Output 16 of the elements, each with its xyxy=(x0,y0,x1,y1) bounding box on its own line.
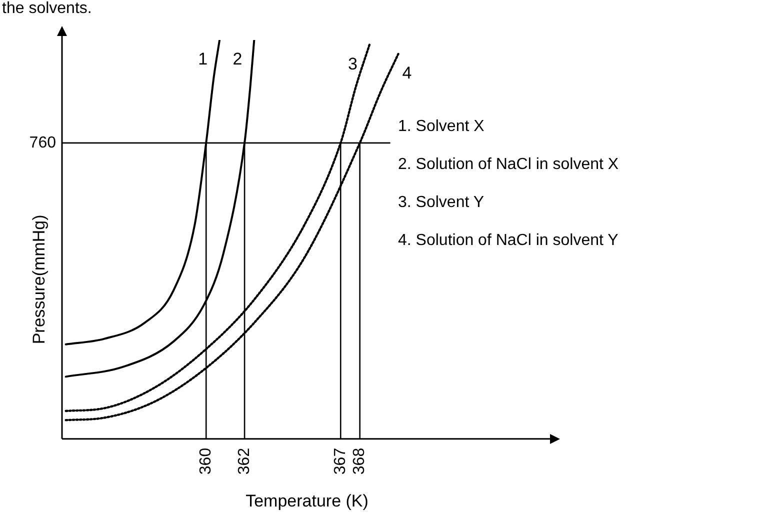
x-tick-label: 367 xyxy=(332,448,350,475)
y-axis-title: Pressure(mmHg) xyxy=(30,214,49,344)
series-label: 4 xyxy=(402,64,412,83)
annotation: 2. Solution of NaCl in solvent X xyxy=(398,156,619,175)
x-axis-title: Temperature (K) xyxy=(246,491,368,510)
series-label: 1 xyxy=(198,50,208,69)
annotation: 3. Solvent Y xyxy=(398,194,485,213)
x-tick-label: 362 xyxy=(236,448,253,475)
annotation: 1. Solvent X xyxy=(398,118,486,137)
text: 760 xyxy=(29,134,56,152)
x-tick-label: 360 xyxy=(198,448,215,475)
text: the solvents. xyxy=(2,0,92,18)
series-label: 3 xyxy=(348,54,358,74)
x-tick-label: 368 xyxy=(351,448,368,475)
annotation: 4. Solution of NaCl in solvent Y xyxy=(398,232,619,251)
series-label: 2 xyxy=(232,50,242,69)
